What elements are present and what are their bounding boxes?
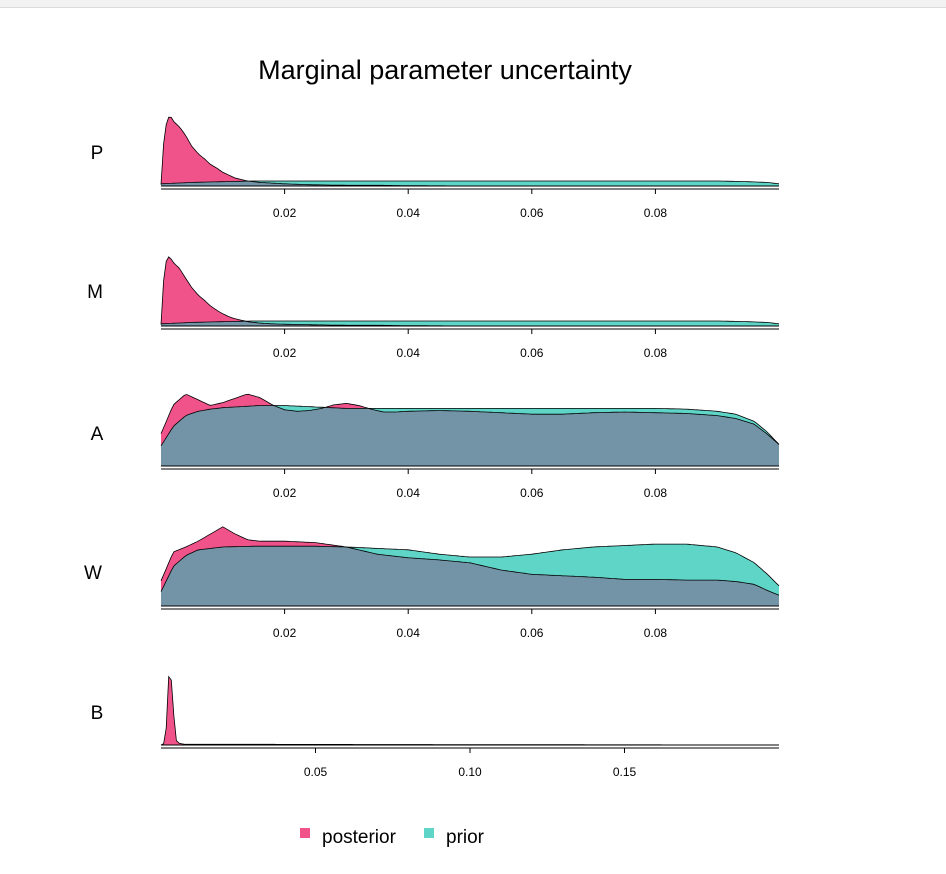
x-tick-label: 0.08 [644,206,668,220]
panel-label: A [91,424,104,445]
x-tick-label: 0.10 [458,765,482,779]
x-tick-label: 0.08 [644,346,668,360]
legend-swatch [300,828,310,838]
panel-label: W [84,563,102,584]
chart-title: Marginal parameter uncertainty [258,55,632,85]
x-tick-label: 0.02 [273,626,297,640]
overlap-area [161,405,779,466]
prior-outline [160,405,780,447]
legend-label: posterior [322,827,397,848]
x-tick-label: 0.04 [397,206,421,220]
x-tick-label: 0.05 [304,765,328,779]
panel-label: P [91,143,104,164]
x-tick-label: 0.02 [273,346,297,360]
posterior-area [161,117,779,186]
x-tick-label: 0.06 [520,486,544,500]
window-top-strip [0,0,946,8]
panel-label: B [91,703,104,724]
posterior-outline [160,393,780,445]
x-tick-label: 0.06 [520,626,544,640]
prior-outline [160,543,780,592]
x-tick-label: 0.08 [644,486,668,500]
panel-p: P 0.02 0.04 0.06 0.08 [91,116,780,220]
panel-w: W 0.02 0.04 0.06 0.08 [84,526,780,640]
posterior-area [161,676,779,745]
posterior-outline [160,256,779,327]
posterior-outline [160,526,780,596]
prior-outline [160,180,780,185]
legend-item-prior: prior [424,827,485,848]
x-tick-label: 0.02 [273,206,297,220]
legend-swatch [424,828,434,838]
prior-outline [160,320,780,325]
legend-label: prior [446,827,485,848]
x-tick-label: 0.04 [397,626,421,640]
chart-legend: posterior prior [300,827,485,848]
x-tick-label: 0.06 [520,206,544,220]
x-tick-label: 0.02 [273,486,297,500]
x-tick-label: 0.04 [397,346,421,360]
overlap-area [161,546,779,606]
x-tick-label: 0.08 [644,626,668,640]
panel-a: A 0.02 0.04 0.06 0.08 [91,393,780,500]
chart-panels: P 0.02 0.04 0.06 0.08 M 0.02 0.04 0.06 0.08 A 0.02 0… [84,116,780,779]
posterior-outline [160,675,779,746]
x-tick-label: 0.06 [520,346,544,360]
posterior-outline [160,116,779,187]
posterior-area [161,256,779,326]
panel-m: M 0.02 0.04 0.06 0.08 [87,256,780,360]
x-tick-label: 0.04 [397,486,421,500]
panel-label: M [87,282,103,303]
legend-item-posterior: posterior [300,827,397,848]
x-tick-label: 0.15 [613,765,637,779]
panel-b: B 0.05 0.10 0.15 [91,675,779,779]
